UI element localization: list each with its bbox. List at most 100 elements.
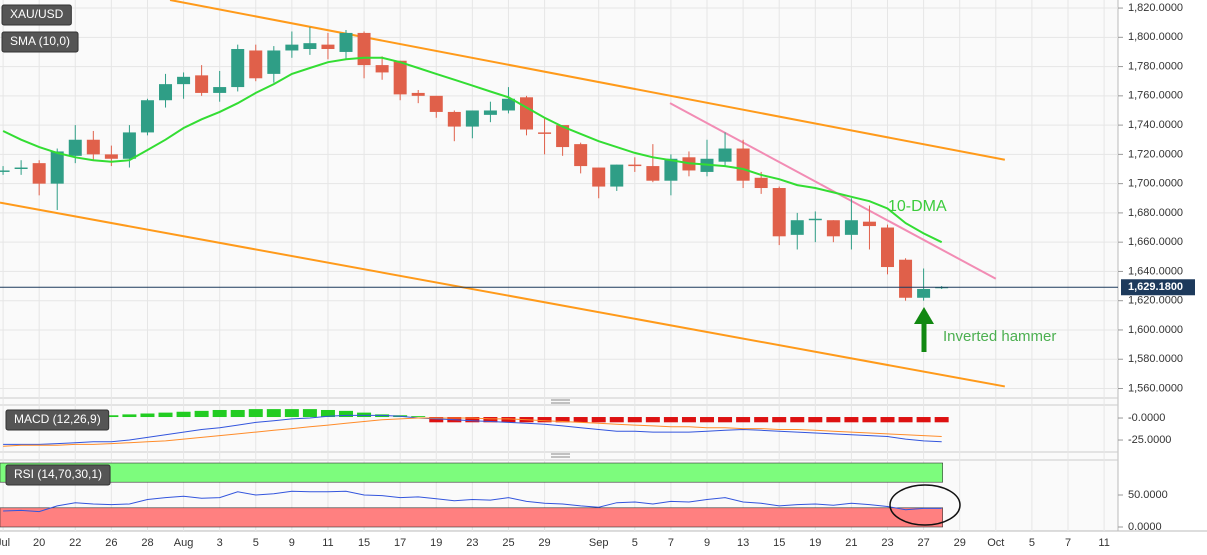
candle-body (447, 111, 461, 127)
annotations: 10-DMA Inverted hammer (888, 198, 1056, 526)
legend-box (1, 4, 72, 26)
trend-line (169, 0, 1006, 161)
x-tick-label: 5 (1029, 537, 1035, 549)
histogram-bar (645, 417, 660, 423)
candle-body (664, 158, 678, 181)
candle-body (592, 167, 606, 187)
candle-body (429, 95, 443, 112)
x-tick-label: Oct (987, 537, 1004, 549)
x-tick-label: 9 (289, 537, 295, 549)
x-tick-label: 26 (105, 537, 117, 549)
candle-body (917, 288, 931, 298)
y-tick-label: 1,700.0000 (1128, 178, 1183, 190)
y-tick-label: 1,580.0000 (1128, 353, 1183, 365)
candle-body (501, 98, 515, 111)
legend-box (1, 31, 79, 53)
x-tick-label: 11 (322, 537, 333, 549)
x-tick-label: 15 (358, 537, 370, 549)
y-tick-label: 0.0000 (1128, 521, 1162, 533)
histogram-bar (573, 417, 588, 423)
candle-body (628, 164, 642, 167)
x-tick-label: 29 (954, 537, 966, 549)
y-tick-label: 1,600.0000 (1128, 324, 1183, 336)
candle-body (465, 110, 479, 127)
x-tick-label: 19 (809, 537, 821, 549)
sma-line (2, 56, 943, 244)
y-tick-label: 1,820.0000 (1128, 2, 1183, 14)
candle-body (899, 259, 913, 298)
histogram-bar (627, 417, 642, 423)
y-tick-label: 1,800.0000 (1128, 31, 1183, 43)
legend-box (5, 464, 111, 486)
histogram-bar (140, 413, 155, 418)
histogram-bar (537, 417, 552, 423)
x-tick-label: Sep (589, 537, 609, 549)
legend-label: RSI (14,70,30,1) (14, 467, 102, 481)
histogram-bar (754, 417, 769, 423)
candle-body (213, 87, 227, 93)
histogram-bar (284, 409, 299, 418)
candle-body (303, 43, 317, 50)
x-tick-label: Jul (0, 537, 10, 549)
x-tick-label: 23 (466, 537, 478, 549)
histogram-bar (663, 417, 678, 423)
trend-line (669, 102, 997, 280)
y-tick-label: 1,740.0000 (1128, 119, 1183, 131)
x-tick-label: 13 (737, 537, 749, 549)
legend: XAU/USD SMA (10,0) MACD (12,26,9) RSI (14,7… (1, 4, 111, 486)
histogram-bar (591, 417, 606, 423)
candle-body (159, 84, 173, 101)
y-tick-label: 1,680.0000 (1128, 207, 1183, 219)
candle-body (826, 220, 840, 237)
annotation: Inverted hammer (943, 328, 1056, 345)
x-tick-label: 17 (394, 537, 406, 549)
x-tick-label: 11 (1098, 537, 1109, 549)
candle-body (0, 170, 10, 172)
x-tick-label: 7 (1065, 537, 1071, 549)
histogram-bar (880, 417, 895, 423)
x-tick-label: 3 (217, 537, 223, 549)
histogram-bar (826, 417, 841, 423)
candle-body (808, 218, 822, 221)
y-tick-label: 1,720.0000 (1128, 148, 1183, 160)
candle-body (32, 163, 46, 184)
candle-body (411, 92, 425, 96)
candle-body (104, 154, 118, 159)
candle-body (574, 144, 588, 167)
histogram-bar (429, 417, 444, 423)
candle-body (177, 76, 191, 85)
histogram-bar (357, 412, 372, 418)
y-tick-label: 1,760.0000 (1128, 90, 1183, 102)
main-panel: 1,629.1800 (0, 0, 1195, 528)
candle-body (195, 75, 209, 93)
candle-body (393, 60, 407, 95)
highlight-ellipse (889, 484, 961, 526)
histogram-bar (465, 417, 480, 423)
annotation: 10-DMA (888, 198, 947, 215)
y-tick-label: 1,780.0000 (1128, 60, 1183, 72)
candle-body (556, 125, 570, 148)
histogram-bar (555, 417, 570, 423)
candle-body (881, 227, 895, 268)
histogram-bar (212, 409, 227, 418)
macd-line (3, 414, 942, 445)
histogram-bar (790, 417, 805, 423)
histogram-bar (501, 417, 516, 423)
candle-body (140, 100, 154, 133)
y-tick-label: -25.0000 (1128, 434, 1171, 446)
histogram-bar (483, 417, 498, 423)
rsi-band (0, 507, 943, 528)
histogram-bar (266, 409, 281, 418)
x-tick-label: 22 (69, 537, 81, 549)
last-price-box (1121, 279, 1195, 296)
resize-handle[interactable] (551, 399, 570, 404)
candle-body (86, 139, 100, 155)
candle-body (790, 220, 804, 235)
resize-handle[interactable] (551, 453, 570, 458)
x-tick-label: 25 (502, 537, 514, 549)
trend-line (0, 201, 1006, 388)
x-tick-label: 27 (917, 537, 929, 549)
y-tick-label: -0.0000 (1128, 412, 1165, 424)
legend-label: MACD (12,26,9) (14, 412, 101, 426)
histogram-bar (718, 417, 733, 423)
